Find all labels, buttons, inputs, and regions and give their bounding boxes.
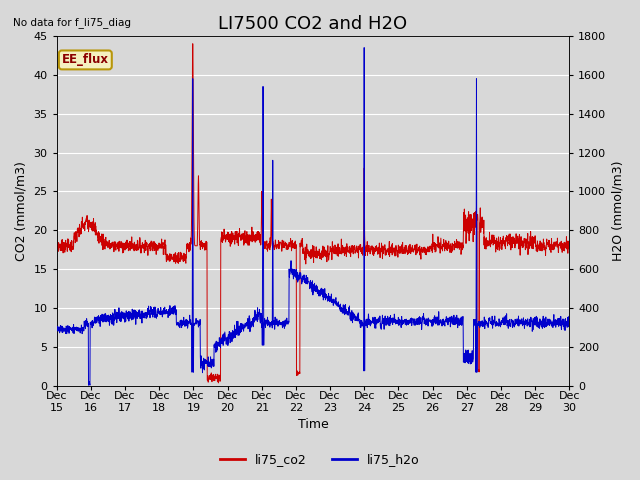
Y-axis label: CO2 (mmol/m3): CO2 (mmol/m3) <box>15 161 28 261</box>
Title: LI7500 CO2 and H2O: LI7500 CO2 and H2O <box>218 15 408 33</box>
Text: No data for f_li75_diag: No data for f_li75_diag <box>13 17 131 28</box>
Y-axis label: H2O (mmol/m3): H2O (mmol/m3) <box>612 161 625 261</box>
Text: EE_flux: EE_flux <box>62 53 109 66</box>
Legend: li75_co2, li75_h2o: li75_co2, li75_h2o <box>215 448 425 471</box>
X-axis label: Time: Time <box>298 419 328 432</box>
